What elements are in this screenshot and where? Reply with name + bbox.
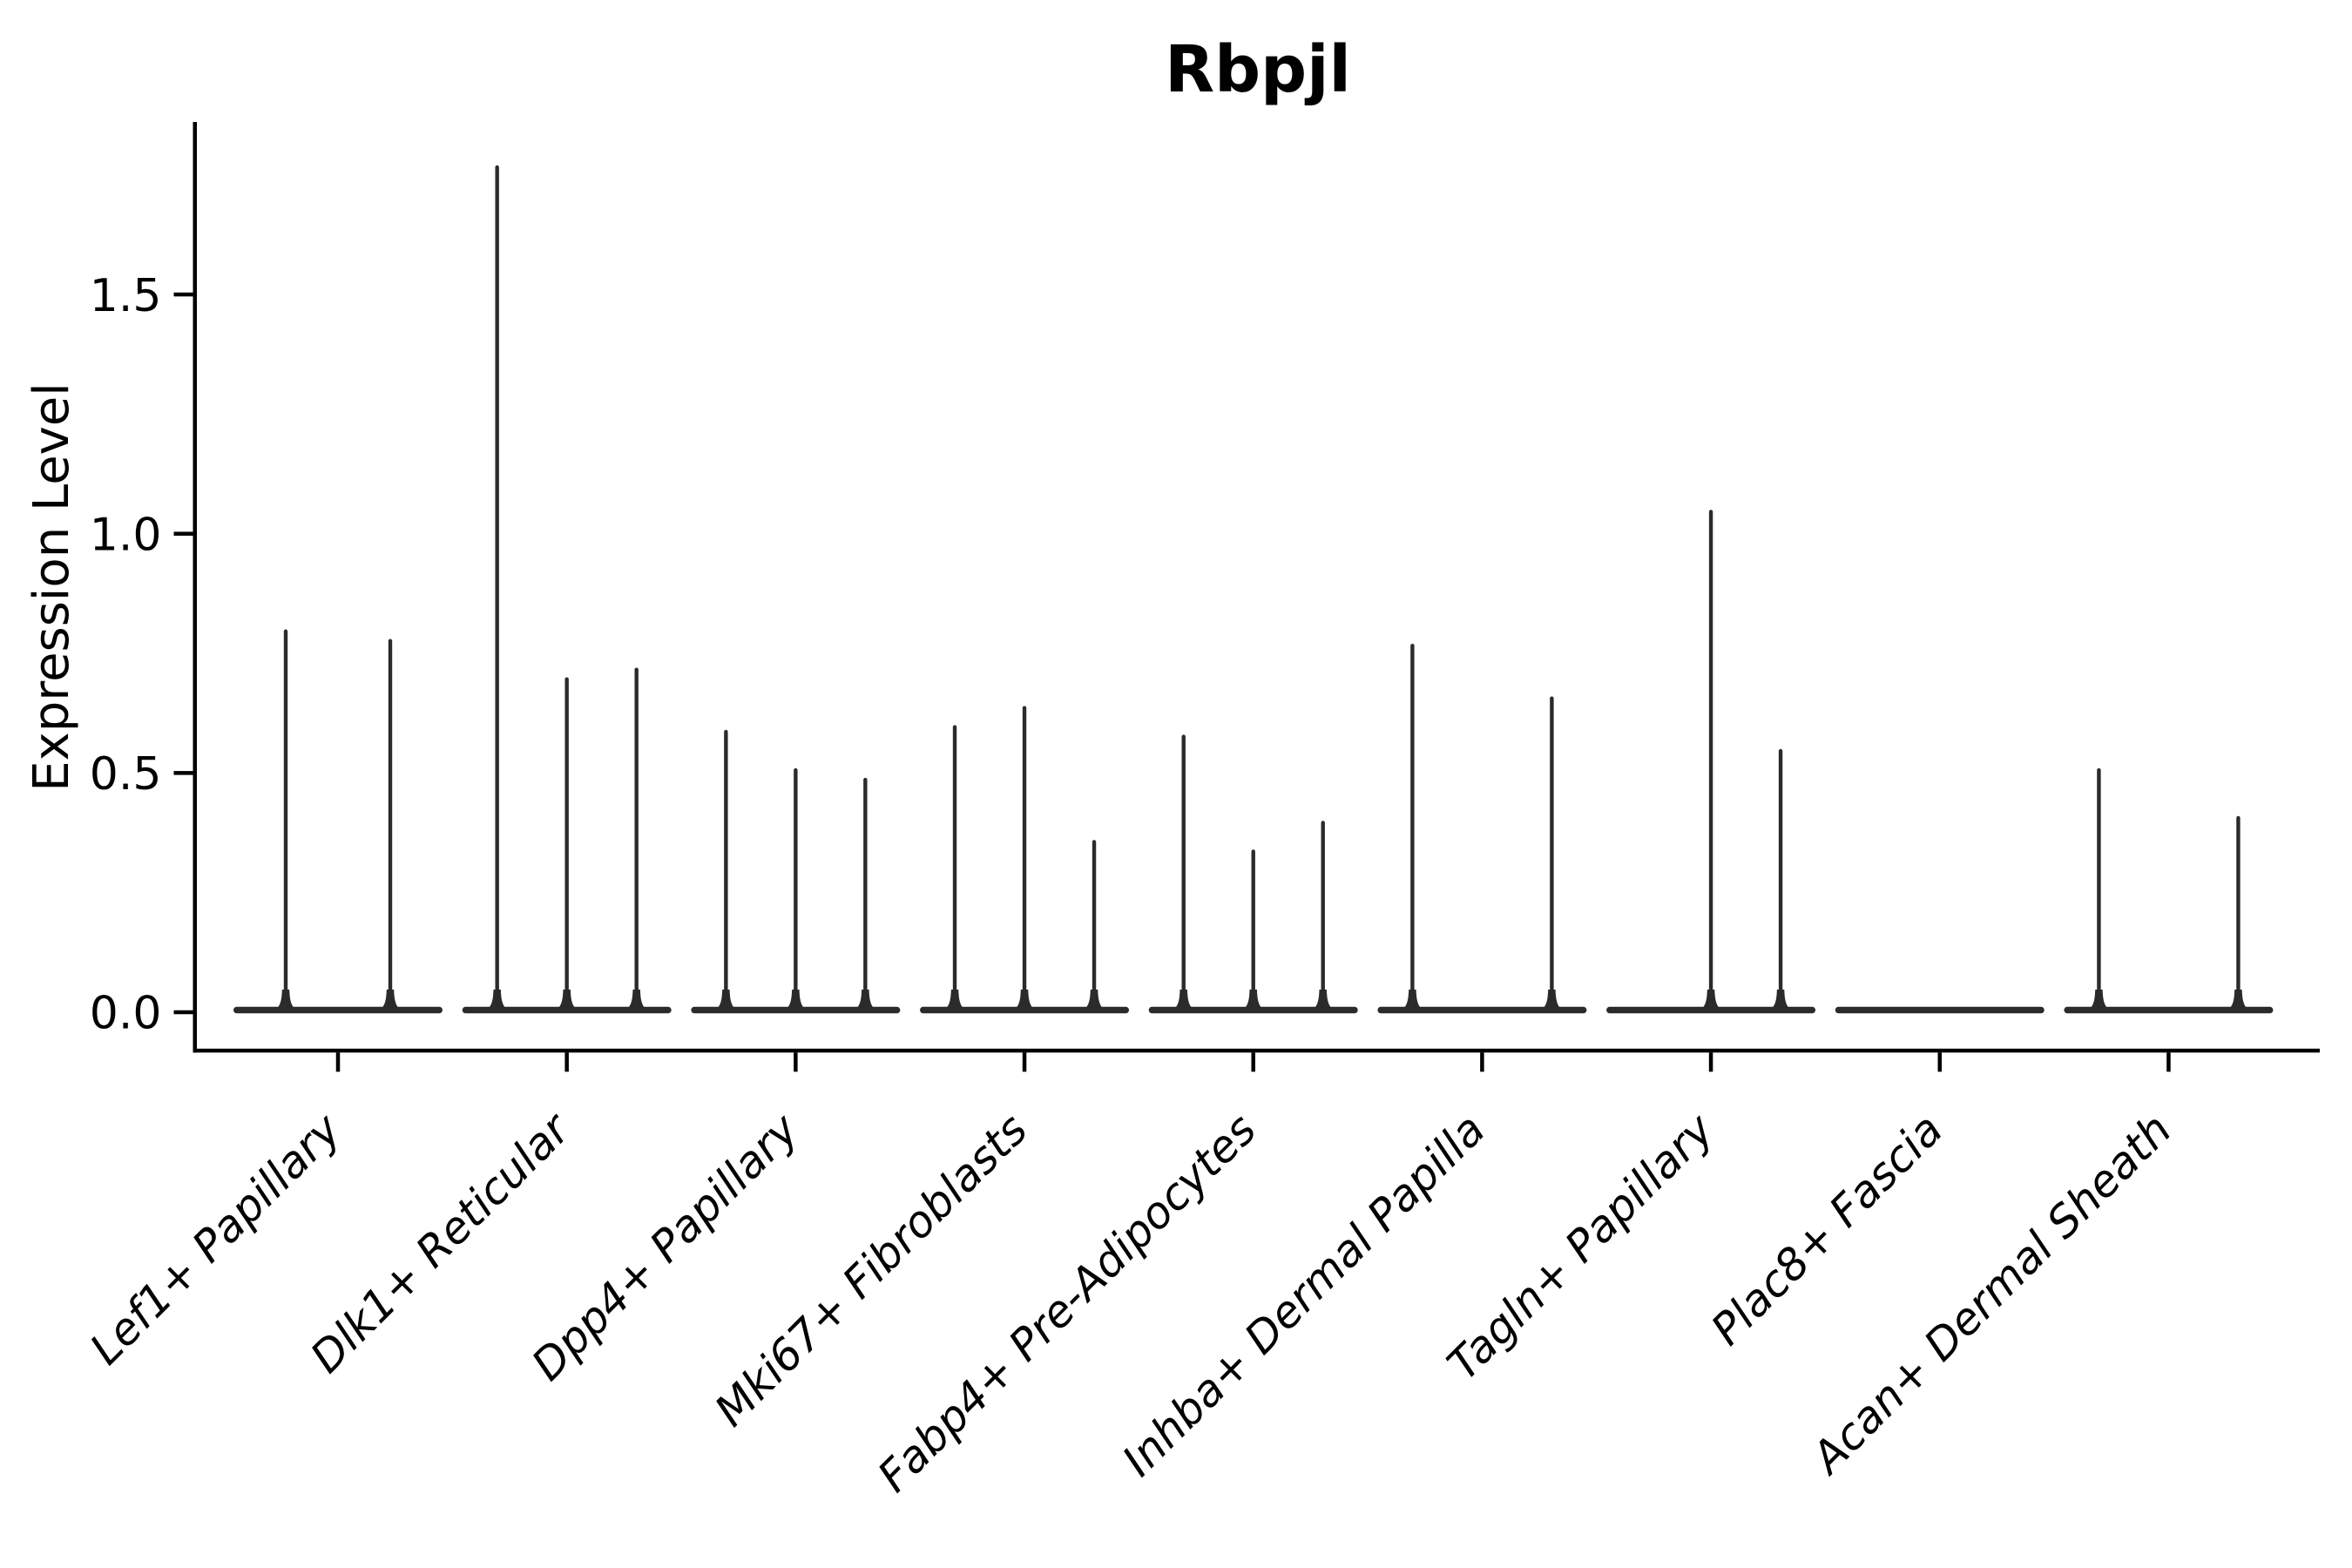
x-tick-mark [2166, 1052, 2171, 1072]
x-tick-label: Acan+ Dermal Sheath [1801, 1104, 2181, 1484]
y-tick-mark [173, 531, 193, 536]
violin-spike [495, 165, 499, 1012]
violin-spike [794, 767, 798, 1012]
violin-body [233, 1006, 443, 1014]
x-tick-label: Plac8+ Fascia [1701, 1104, 1952, 1355]
chart-title: Rbpjl [1165, 32, 1351, 107]
violin-spike [1092, 840, 1097, 1012]
x-tick-label: Inhba+ Dermal Papilla [1112, 1104, 1494, 1485]
y-axis-spine [193, 122, 197, 1053]
violin-spike [283, 629, 288, 1012]
y-axis-label: Expression Level [24, 382, 80, 792]
axes-layer: 0.0 0.5 1.0 1.5 [90, 122, 2320, 1072]
violin-spike [564, 677, 569, 1012]
violin-body [1835, 1006, 2044, 1014]
violin-spike [634, 667, 639, 1012]
y-tick-mark [173, 1010, 193, 1015]
violin-spike [388, 639, 393, 1012]
y-tick-label: 1.5 [90, 270, 162, 322]
violin-spike [863, 777, 868, 1012]
violin-spike [1410, 644, 1415, 1012]
y-tick-label: 1.0 [90, 509, 162, 561]
y-tick-mark [173, 771, 193, 775]
x-tick-mark [794, 1052, 798, 1072]
violin-layer [233, 165, 2274, 1014]
y-tick-mark [173, 292, 193, 297]
x-axis-spine [193, 1048, 2320, 1053]
x-tick-label: Lef1+ Papillary [80, 1103, 351, 1374]
violin-spike [1778, 748, 1783, 1012]
x-tick-label: Fabp4+ Pre-Adipocytes [868, 1104, 1267, 1502]
y-tick-label: 0.0 [90, 988, 162, 1040]
y-tick-label: 0.5 [90, 748, 162, 801]
x-tick-mark [335, 1052, 341, 1072]
violin-spike [1251, 849, 1255, 1012]
violin-spike [1181, 734, 1186, 1012]
violin-spike [2236, 815, 2240, 1012]
violin-spike [1321, 821, 1325, 1012]
violin-spike [724, 729, 728, 1012]
violin-spike [2097, 767, 2101, 1012]
x-tick-mark [1708, 1052, 1713, 1072]
x-tick-mark [564, 1052, 569, 1072]
violin-body [2064, 1006, 2274, 1014]
x-tick-mark [1937, 1052, 1943, 1072]
x-tick-mark [1022, 1052, 1027, 1072]
x-tick-mark [1251, 1052, 1255, 1072]
violin-spike [1022, 706, 1027, 1012]
x-tick-mark [1480, 1052, 1484, 1072]
violin-spike [1708, 510, 1713, 1012]
violin-body [1377, 1006, 1587, 1014]
violin-spike [952, 725, 957, 1012]
violin-spike [1550, 696, 1554, 1012]
